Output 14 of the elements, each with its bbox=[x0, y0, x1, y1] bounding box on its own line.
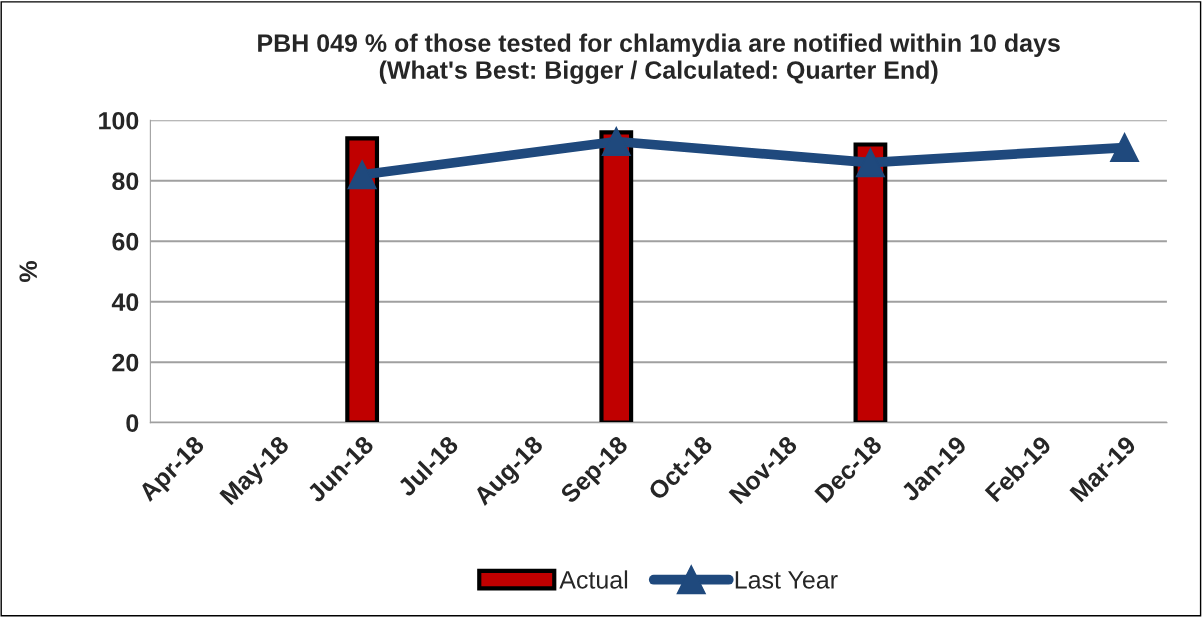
point bbox=[855, 148, 886, 178]
y-tick-label: 60 bbox=[112, 232, 139, 251]
y-tick-label: 40 bbox=[111, 293, 139, 312]
point bbox=[601, 126, 631, 157]
y-axis-title: % bbox=[19, 261, 38, 282]
y-tick-label: 0 bbox=[126, 414, 139, 432]
chart-title: PBH 049 % of those tested for chlamydia are notified within 10 days (What's Best: Bigger / Calculated: Quarter End) bbox=[258, 33, 1060, 84]
legend-label: Last Year bbox=[735, 571, 838, 589]
point bbox=[347, 160, 377, 190]
legend-label: Actual bbox=[559, 570, 628, 589]
y-tick-label: 100 bbox=[99, 111, 139, 130]
y-tick-label: 20 bbox=[112, 353, 139, 372]
point bbox=[1109, 132, 1140, 163]
y-tick-label: 80 bbox=[112, 172, 139, 191]
